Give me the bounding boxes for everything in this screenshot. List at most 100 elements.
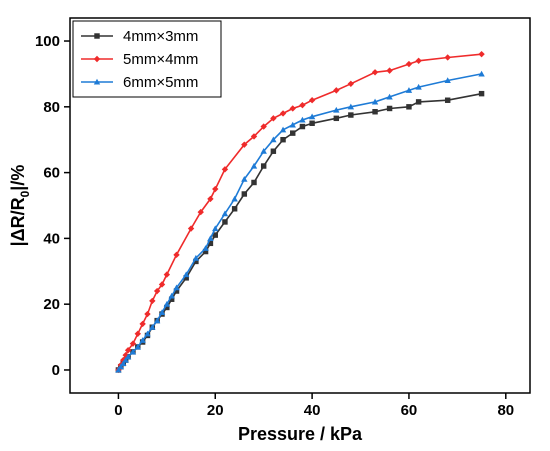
legend-label: 6mm×5mm xyxy=(123,74,198,91)
data-point xyxy=(163,271,171,278)
data-point xyxy=(415,83,422,90)
y-tick-label: 100 xyxy=(35,33,60,50)
data-point xyxy=(129,348,137,355)
data-point xyxy=(163,300,171,307)
data-point xyxy=(153,317,161,324)
data-point xyxy=(93,55,101,63)
data-point xyxy=(289,105,296,112)
data-point xyxy=(129,340,137,347)
data-point xyxy=(386,67,393,74)
data-point xyxy=(183,275,189,281)
legend-label: 4mm×3mm xyxy=(123,28,198,45)
data-point xyxy=(158,281,166,288)
data-point xyxy=(444,54,451,61)
data-point xyxy=(197,208,204,216)
data-point xyxy=(207,195,214,203)
data-point xyxy=(149,324,156,330)
y-tick-label: 60 xyxy=(43,165,60,182)
legend-entry: 5mm×4mm xyxy=(81,51,198,68)
data-point xyxy=(372,109,378,115)
data-point xyxy=(270,148,277,154)
data-point xyxy=(308,97,316,104)
series-3 xyxy=(115,70,485,373)
data-point xyxy=(139,320,146,328)
data-point xyxy=(187,225,195,232)
data-point xyxy=(231,195,238,202)
data-point xyxy=(207,235,214,241)
y-axis-title-suffix: |/% xyxy=(8,165,28,191)
data-point xyxy=(406,104,412,110)
data-point xyxy=(168,296,175,302)
data-point xyxy=(280,136,286,143)
data-point xyxy=(168,292,175,299)
data-point xyxy=(270,115,277,122)
data-point xyxy=(221,210,229,217)
data-point xyxy=(192,254,200,261)
data-point xyxy=(144,330,151,337)
data-point xyxy=(212,225,219,232)
data-point xyxy=(221,166,229,173)
data-point xyxy=(405,87,413,93)
series-line xyxy=(117,73,482,371)
y-axis-title-main: |ΔR/R xyxy=(8,197,28,246)
data-point xyxy=(173,288,180,294)
data-point xyxy=(231,206,238,212)
data-point xyxy=(250,162,258,169)
data-point xyxy=(122,356,129,363)
y-tick-label: 0 xyxy=(52,362,60,379)
data-point xyxy=(153,287,161,295)
data-point xyxy=(120,360,127,366)
data-point xyxy=(164,304,170,311)
data-point xyxy=(134,330,141,337)
data-layer xyxy=(115,50,485,374)
data-point xyxy=(415,57,422,64)
x-axis-title: Pressure / kPa xyxy=(238,424,363,444)
data-point xyxy=(478,70,485,77)
data-point xyxy=(124,353,132,360)
x-tick-label: 0 xyxy=(114,402,122,419)
data-point xyxy=(124,347,132,354)
data-point xyxy=(260,163,267,169)
data-point xyxy=(386,105,393,112)
data-point xyxy=(386,93,393,100)
axis-ticks: 0 20 40 60 80 0 20 40 60 80 100 xyxy=(35,33,514,419)
x-tick-label: 20 xyxy=(207,402,224,419)
data-point xyxy=(371,98,379,105)
data-point xyxy=(299,123,306,130)
data-point xyxy=(139,337,146,343)
data-point xyxy=(299,116,306,123)
plot-frame xyxy=(69,17,531,394)
data-point xyxy=(115,366,122,373)
legend-entry: 4mm×3mm xyxy=(81,28,198,45)
data-point xyxy=(117,363,125,370)
data-point xyxy=(241,175,248,182)
data-point xyxy=(348,112,354,118)
series-1 xyxy=(115,90,485,373)
series-2 xyxy=(115,50,485,374)
data-point xyxy=(347,80,355,87)
y-axis-title-subscript: 0 xyxy=(18,190,32,197)
data-point xyxy=(222,219,228,225)
data-point xyxy=(93,78,101,85)
x-tick-label: 80 xyxy=(497,402,514,419)
data-point xyxy=(173,284,180,291)
data-point xyxy=(308,113,316,120)
data-point xyxy=(173,251,180,259)
y-tick-label: 20 xyxy=(43,296,60,313)
data-point xyxy=(183,271,190,278)
data-point xyxy=(270,136,277,143)
data-point xyxy=(202,248,209,255)
data-point xyxy=(250,133,258,140)
data-point xyxy=(415,99,422,105)
data-point xyxy=(212,185,219,193)
data-point xyxy=(333,106,340,113)
data-point xyxy=(444,97,451,103)
data-point xyxy=(299,101,306,109)
y-tick-label: 80 xyxy=(43,99,60,116)
data-point xyxy=(279,126,287,133)
data-point xyxy=(212,232,218,238)
data-point xyxy=(309,120,315,126)
data-point xyxy=(478,90,485,97)
y-axis-title: |ΔR/R0|/% xyxy=(8,165,32,247)
